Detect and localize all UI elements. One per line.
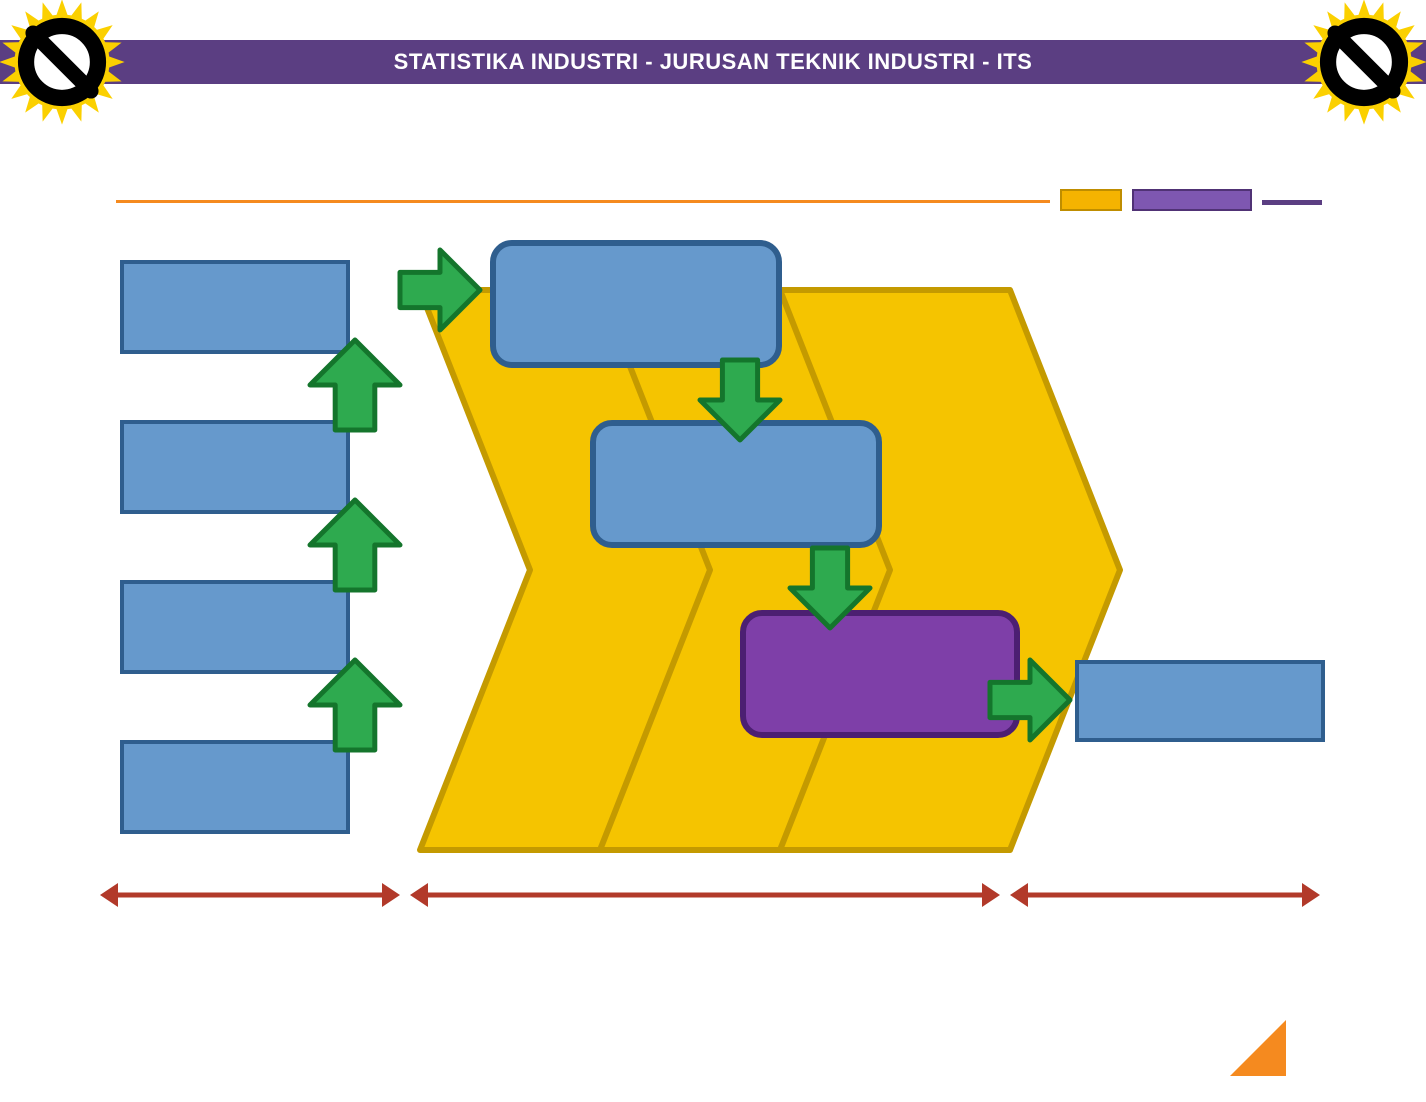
green-arrow-2: [305, 655, 405, 755]
divider-line: [116, 200, 1050, 203]
divider-chip-purple: [1132, 189, 1252, 211]
center-box-2: [740, 610, 1020, 738]
green-arrow-5: [785, 543, 875, 633]
green-arrow-1: [305, 495, 405, 595]
green-arrow-6: [985, 655, 1075, 745]
center-box-0: [490, 240, 782, 368]
divider-chip-orange: [1060, 189, 1122, 211]
right-box: [1075, 660, 1325, 742]
green-arrow-0: [305, 335, 405, 435]
gear-icon-right: [1292, 0, 1426, 134]
divider-tail: [1262, 200, 1322, 205]
span-arrow-2: [1010, 881, 1320, 909]
span-arrow-1: [410, 881, 1000, 909]
span-arrow-0: [100, 881, 400, 909]
corner-triangle-icon: [1230, 1020, 1286, 1076]
green-arrow-3: [395, 245, 485, 335]
slide-canvas: STATISTIKA INDUSTRI - JURUSAN TEKNIK IND…: [0, 0, 1426, 1102]
green-arrow-4: [695, 355, 785, 445]
gear-icon-left: [0, 0, 134, 134]
header-bar: STATISTIKA INDUSTRI - JURUSAN TEKNIK IND…: [0, 40, 1426, 84]
